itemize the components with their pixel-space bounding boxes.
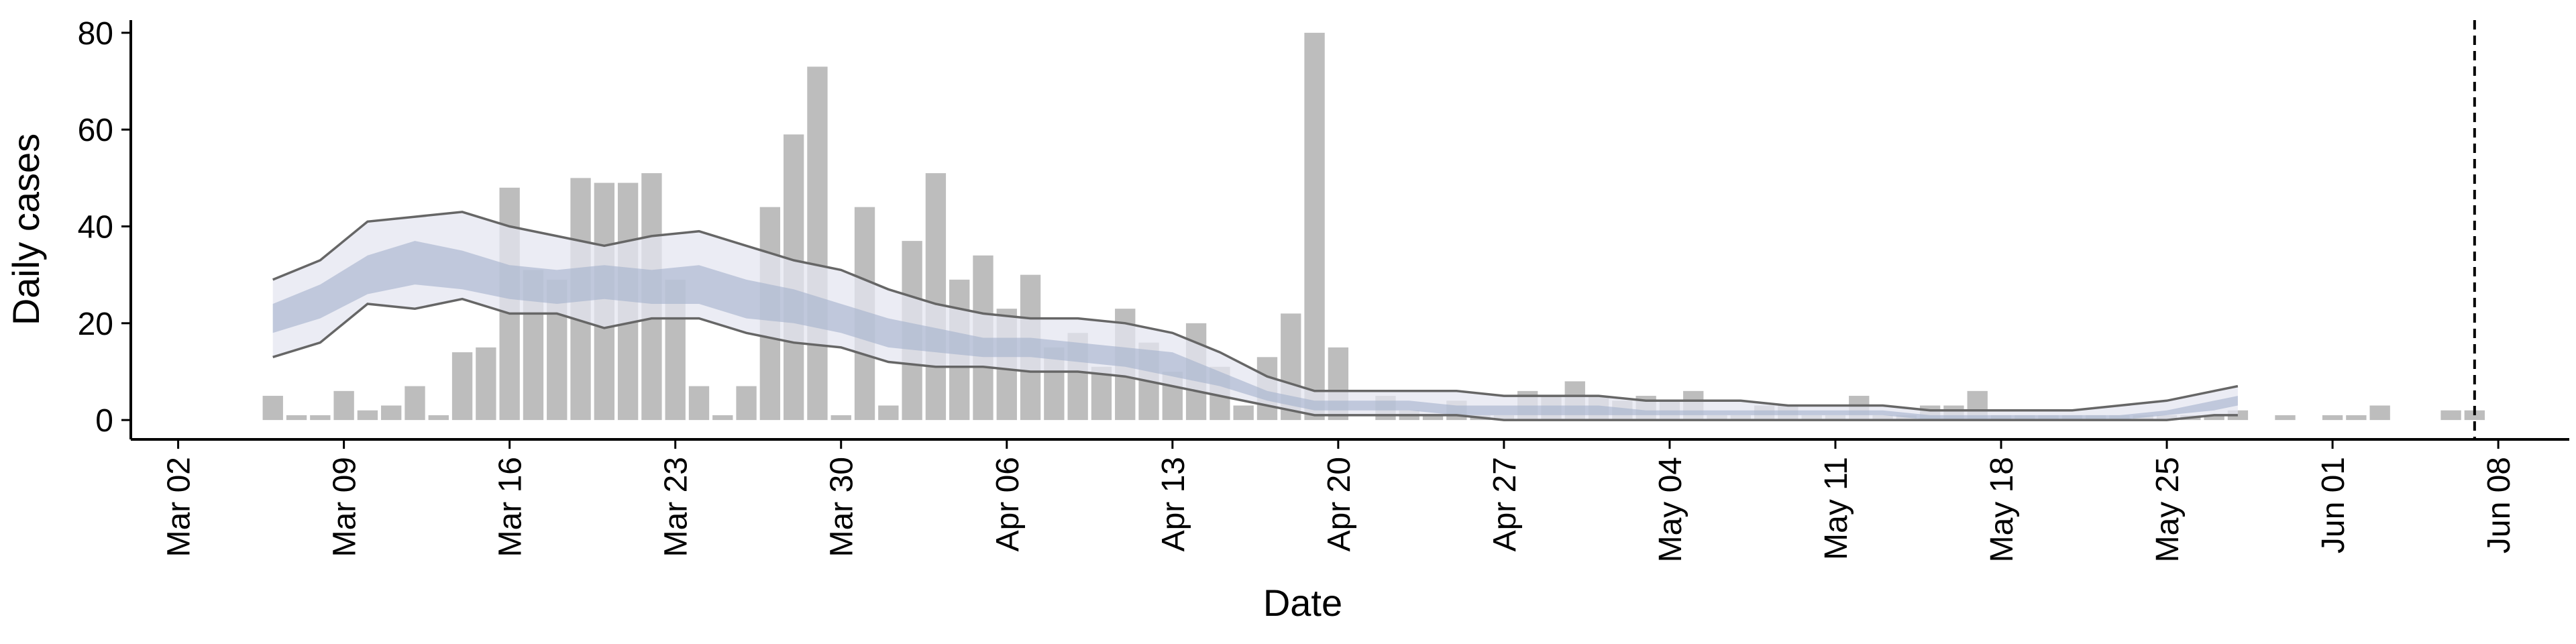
projection-band-layer <box>272 211 2239 421</box>
bar <box>878 405 899 421</box>
bar <box>357 410 378 421</box>
x-tick-label: May 25 <box>2150 457 2186 562</box>
bar <box>333 390 354 421</box>
bar <box>310 415 331 421</box>
bar <box>1233 405 1254 421</box>
y-tick-label: 0 <box>95 403 113 439</box>
outer-credible-band <box>272 211 2238 421</box>
y-tick-label: 80 <box>78 16 113 52</box>
y-axis-title: Daily cases <box>5 133 47 325</box>
bar <box>476 347 496 421</box>
bar <box>2204 415 2224 421</box>
x-tick-label: May 11 <box>1819 457 1854 560</box>
bar <box>736 386 757 421</box>
bar <box>381 405 402 421</box>
x-tick-label: Apr 13 <box>1156 457 1191 551</box>
x-tick-label: May 04 <box>1653 457 1688 562</box>
bar <box>807 66 828 421</box>
y-tick-label: 60 <box>78 113 113 148</box>
x-tick-label: Mar 02 <box>162 457 197 557</box>
bar <box>2322 415 2343 421</box>
bar <box>2369 405 2390 421</box>
bar <box>2346 415 2367 421</box>
x-axis-title: Date <box>1263 582 1342 624</box>
bar <box>688 386 710 421</box>
bar <box>405 386 425 421</box>
upper-bound-line <box>272 211 2239 412</box>
x-tick-label: Mar 16 <box>493 457 529 557</box>
bar <box>428 415 449 421</box>
y-tick-label: 40 <box>78 210 113 246</box>
bar <box>712 415 733 421</box>
bar <box>1422 415 1444 421</box>
bar <box>286 415 307 421</box>
x-tick-label: Jun 01 <box>2316 457 2351 553</box>
bar <box>451 352 473 421</box>
bar <box>2275 415 2296 421</box>
x-tick-label: Mar 23 <box>659 457 694 557</box>
bar <box>830 415 851 421</box>
lower-bound-line <box>272 297 2238 421</box>
x-tick-label: Mar 30 <box>824 457 860 557</box>
x-tick-label: Apr 27 <box>1487 457 1523 551</box>
x-tick-label: Apr 20 <box>1322 457 1357 551</box>
x-tick-label: Mar 09 <box>327 457 363 557</box>
bar <box>925 173 947 421</box>
x-tick-label: May 18 <box>1984 457 2020 562</box>
bars-layer <box>262 32 2485 421</box>
bar <box>1304 32 1325 421</box>
axes-layer: 0 20 40 60 80 Mar 02 Mar 09 Mar 16 Mar 23 Mar 30 A… <box>78 16 2569 562</box>
x-tick-label: Jun 08 <box>2481 457 2517 553</box>
x-tick-label: Apr 06 <box>990 457 1026 551</box>
y-tick-label: 20 <box>78 307 113 342</box>
bar <box>2440 410 2461 421</box>
bar <box>262 396 283 421</box>
inner-credible-band <box>272 241 2238 421</box>
